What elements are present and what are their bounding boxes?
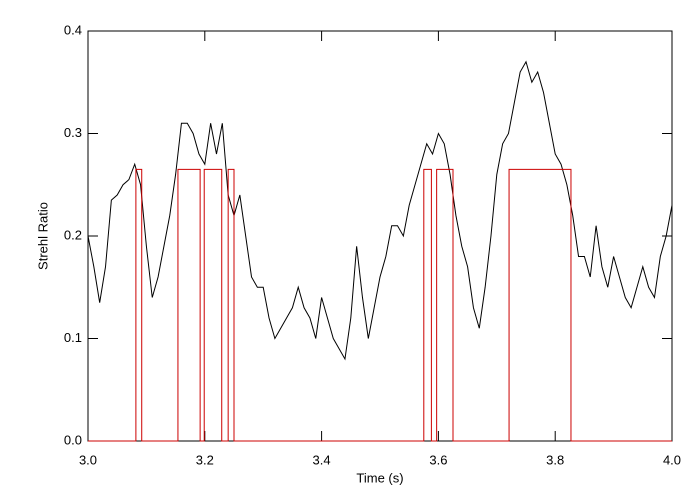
x-axis-label: Time (s)	[356, 470, 403, 485]
data-line	[87, 60, 673, 361]
y-tick-label: 0.0	[64, 432, 82, 447]
y-axis-label: Strehl Ratio	[35, 202, 50, 270]
data-line	[88, 168, 672, 442]
x-tick-label: 3.2	[196, 452, 214, 467]
y-tick-label: 0.3	[64, 125, 82, 140]
x-tick-label: 3.6	[429, 452, 447, 467]
y-tick-label: 0.2	[64, 227, 82, 242]
x-tick-label: 3.8	[546, 452, 564, 467]
y-tick-label: 0.4	[64, 22, 82, 37]
x-tick-label: 4.0	[663, 452, 681, 467]
x-tick-label: 3.4	[313, 452, 331, 467]
x-tick-label: 3.0	[79, 452, 97, 467]
y-tick-label: 0.1	[64, 330, 82, 345]
plot-frame	[87, 30, 673, 442]
